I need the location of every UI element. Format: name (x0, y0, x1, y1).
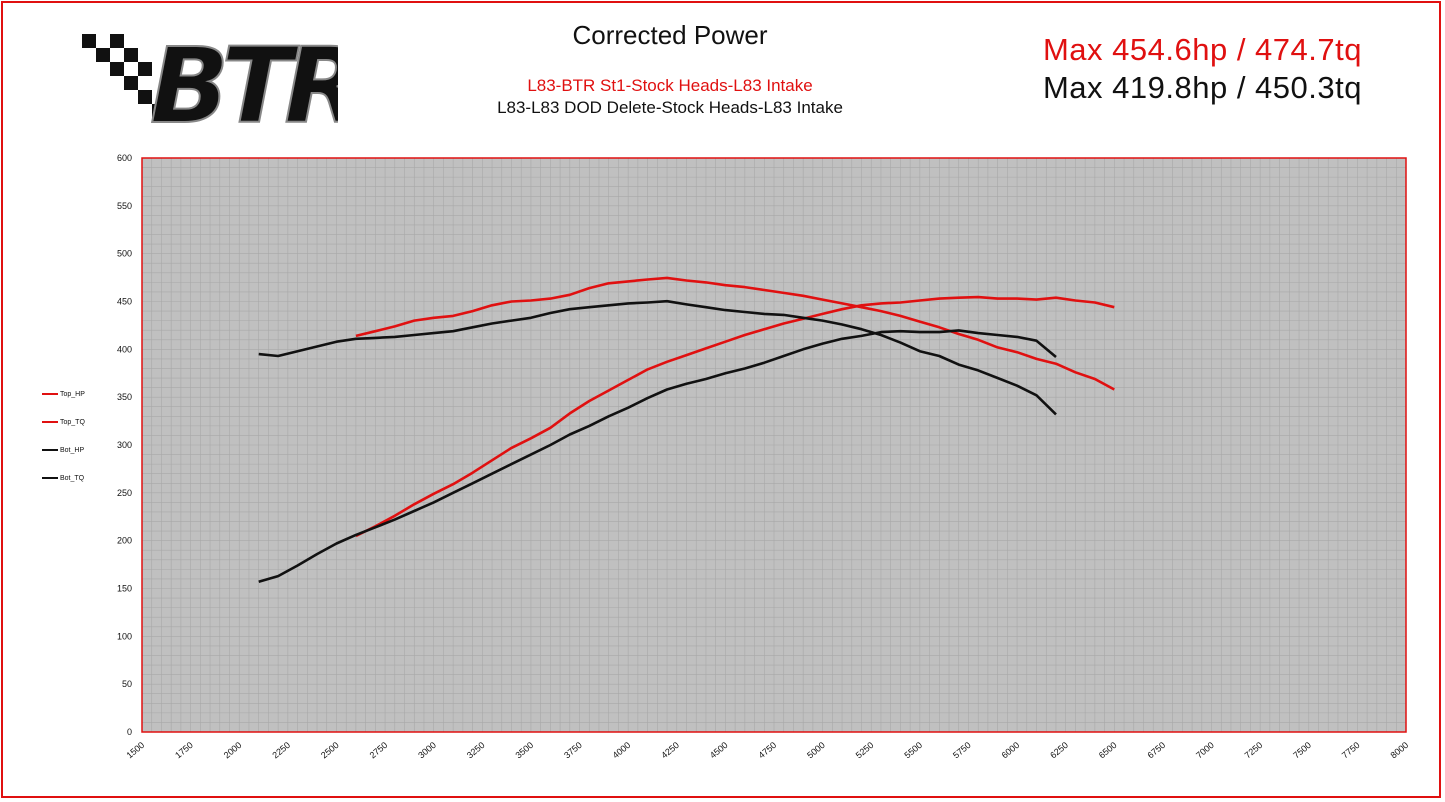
x-tick-label: 3000 (416, 740, 438, 761)
x-tick-label: 6000 (1000, 740, 1022, 761)
legend-label: Bot_HP (60, 446, 85, 454)
x-tick-label: 6500 (1097, 740, 1119, 761)
plot-border (141, 157, 1407, 733)
y-tick-label: 550 (117, 201, 132, 211)
legend-swatch (42, 421, 58, 423)
y-tick-label: 600 (117, 153, 132, 163)
x-tick-label: 2000 (222, 740, 244, 761)
x-tick-label: 7500 (1291, 740, 1313, 761)
legend-swatch (42, 477, 58, 479)
legend: Top_HP Top_TQ Bot_HP Bot_TQ (42, 380, 85, 492)
y-tick-label: 150 (117, 584, 132, 594)
x-tick-label: 3250 (465, 740, 487, 761)
x-tick-label: 4500 (708, 740, 730, 761)
x-tick-label: 5750 (951, 740, 973, 761)
x-tick-label: 5500 (902, 740, 924, 761)
y-tick-label: 400 (117, 344, 132, 354)
series-line-top-tq (355, 276, 1115, 391)
subtitle-top-run: L83-BTR St1-Stock Heads-L83 Intake (527, 76, 813, 95)
grid-lines (141, 157, 1407, 733)
x-tick-label: 7750 (1340, 740, 1362, 761)
legend-label: Top_HP (60, 390, 85, 398)
x-tick-label: 3750 (562, 740, 584, 761)
x-tick-label: 7250 (1243, 740, 1265, 761)
x-tick-label: 1500 (125, 740, 147, 761)
chart-title: Corrected Power (572, 20, 768, 50)
x-tick-labels: 1500 1750 2000 2250 2500 2750 3000 3250 3500 3750… (125, 740, 1411, 761)
series-line-top-hp (355, 295, 1115, 538)
series-line-bot-tq (258, 299, 1057, 416)
legend-item: Top_TQ (42, 408, 85, 436)
legend-item: Bot_HP (42, 436, 85, 464)
x-tick-label: 7000 (1194, 740, 1216, 761)
x-tick-label: 2250 (270, 740, 292, 761)
x-tick-label: 2500 (319, 740, 341, 761)
series-line-bot-hp (258, 329, 1057, 584)
y-tick-label: 0 (127, 727, 132, 737)
y-tick-label: 300 (117, 440, 132, 450)
x-tick-label: 5250 (854, 740, 876, 761)
legend-swatch (42, 449, 58, 451)
y-tick-label: 100 (117, 631, 132, 641)
x-tick-label: 4250 (659, 740, 681, 761)
legend-item: Top_HP (42, 380, 85, 408)
x-tick-label: 4750 (757, 740, 779, 761)
series-lines (258, 276, 1115, 584)
y-tick-label: 350 (117, 392, 132, 402)
max-bottom-run: Max 419.8hp / 450.3tq (1042, 70, 1362, 105)
max-top-run: Max 454.6hp / 474.7tq (1042, 32, 1362, 67)
legend-label: Bot_TQ (60, 474, 85, 482)
legend-item: Bot_TQ (42, 464, 85, 492)
x-tick-label: 2750 (368, 740, 390, 761)
subtitle-bottom-run: L83-L83 DOD Delete-Stock Heads-L83 Intak… (497, 98, 843, 117)
y-tick-label: 50 (122, 679, 132, 689)
y-tick-label: 450 (117, 297, 132, 307)
y-tick-label: 500 (117, 249, 132, 259)
x-tick-label: 1750 (173, 740, 195, 761)
legend-label: Top_TQ (60, 418, 85, 426)
x-tick-label: 6750 (1145, 740, 1167, 761)
y-tick-label: 250 (117, 488, 132, 498)
legend-swatch (42, 393, 58, 395)
x-tick-label: 8000 (1389, 740, 1411, 761)
x-tick-label: 4000 (611, 740, 633, 761)
x-tick-label: 5000 (805, 740, 827, 761)
x-tick-label: 6250 (1048, 740, 1070, 761)
y-tick-label: 200 (117, 536, 132, 546)
svg-text:BTR: BTR (150, 26, 338, 136)
x-tick-label: 3500 (513, 740, 535, 761)
checkered-flag-icon (82, 34, 166, 118)
y-tick-labels: 0 50 100 150 200 250 300 350 400 450 500 550 600 (117, 153, 132, 737)
btr-logo: BTR (82, 26, 338, 136)
